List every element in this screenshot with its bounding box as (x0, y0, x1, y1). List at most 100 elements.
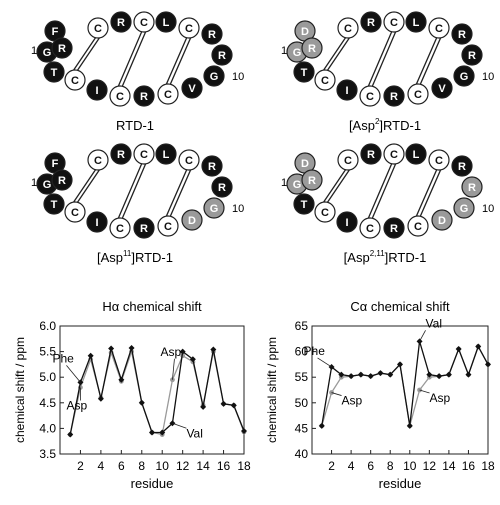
y-axis-label: chemical shift / ppm (265, 337, 279, 443)
residue-letter: R (140, 91, 148, 103)
x-tick-label: 6 (118, 459, 125, 473)
residue-letter: R (468, 182, 476, 194)
peptide-label: [Asp2]RTD-1 (349, 117, 421, 133)
data-point (485, 361, 491, 368)
residue-circle (43, 61, 65, 83)
chart-h-alpha: Hα chemical shift residue chemical shift… (13, 299, 251, 491)
residue-circle (337, 149, 359, 171)
y-tick-label: 3.5 (39, 447, 56, 461)
annotation-leader (419, 330, 426, 342)
x-tick-label: 12 (423, 459, 437, 473)
residue-letter: C (414, 89, 422, 101)
residue-circle (201, 23, 223, 45)
annotation-label: Asp (160, 345, 181, 359)
peptide-label: RTD-1 (116, 118, 154, 133)
residue-letter: C (94, 155, 102, 167)
plot-frame (311, 325, 489, 455)
peptide-label-main: [Asp (349, 118, 375, 133)
residue-circle (428, 149, 450, 171)
residue-circle (431, 77, 453, 99)
residue-letter: F (52, 26, 59, 38)
y-tick-label: 6.0 (39, 319, 56, 333)
residue-letter: V (188, 83, 196, 95)
data-point (128, 345, 135, 352)
residue-circle (383, 11, 405, 33)
residue-letter: C (366, 91, 374, 103)
y-tick-label: 5.5 (39, 345, 56, 359)
residue-circle (203, 197, 225, 219)
plot-frame (59, 325, 245, 455)
peptide-label-main: [Asp (344, 250, 370, 265)
residue-letter: R (117, 17, 125, 29)
disulfide-bond (117, 162, 143, 220)
peptide-label-rest: ]RTD-1 (379, 118, 421, 133)
disulfide-bond (76, 168, 101, 204)
residue-letter: D (188, 215, 196, 227)
chart-title: Hα chemical shift (102, 299, 202, 314)
residue-letter: C (94, 23, 102, 35)
residue-letter: R (218, 182, 226, 194)
residue-letter: I (345, 217, 348, 229)
y-tick-label: 65 (295, 319, 309, 333)
disulfide-bond (169, 36, 192, 86)
residue-circle (178, 149, 200, 171)
disulfide-bond (367, 162, 393, 220)
annotation-label: Val (186, 426, 202, 440)
residue-letter: C (116, 91, 124, 103)
data-point (67, 431, 74, 438)
residue-letter: C (344, 155, 352, 167)
residue-circle (383, 143, 405, 165)
residue-letter: L (163, 17, 170, 29)
disulfide-bond (415, 36, 438, 86)
series-line (321, 344, 489, 427)
residue-letter: L (413, 17, 420, 29)
disulfide-bond (371, 30, 397, 88)
x-tick-label: 12 (176, 459, 190, 473)
residue-letter: C (435, 155, 443, 167)
residue-number-10: 10 (482, 203, 494, 215)
y-tick-label: 55 (295, 370, 309, 384)
disulfide-bond (169, 168, 192, 218)
residue-letter: G (210, 203, 219, 215)
residue-circle (337, 17, 359, 39)
residue-letter: R (468, 50, 476, 62)
residue-circle (86, 211, 108, 233)
series-line (321, 341, 489, 426)
residue-circle (155, 11, 177, 33)
disulfide-bond (121, 162, 147, 220)
residue-letter: C (366, 223, 374, 235)
residue-letter: C (185, 23, 193, 35)
residue-circle (51, 169, 73, 191)
annotation-label: Asp (430, 391, 451, 405)
residue-letter: C (390, 17, 398, 29)
disulfide-bond (165, 168, 188, 218)
residue-letter: R (117, 149, 125, 161)
residue-circle (181, 77, 203, 99)
x-axis-label: residue (131, 476, 174, 491)
disulfide-bond (322, 36, 347, 72)
residue-letter: C (185, 155, 193, 167)
data-point (138, 399, 145, 406)
x-tick-label: 10 (156, 459, 170, 473)
residue-letter: I (95, 85, 98, 97)
residue-circle (157, 215, 179, 237)
disulfide-bond (326, 36, 351, 72)
residue-circle (109, 85, 131, 107)
x-tick-label: 18 (481, 459, 495, 473)
annotation-label: Asp (66, 398, 87, 412)
residue-letter: D (438, 215, 446, 227)
y-tick-label: 60 (295, 345, 309, 359)
data-point (436, 373, 443, 380)
residue-number-10: 10 (482, 71, 494, 83)
residue-circle (431, 209, 453, 231)
x-tick-label: 2 (328, 459, 335, 473)
residue-letter: C (140, 17, 148, 29)
residue-letter: F (52, 158, 59, 170)
x-tick-label: 4 (348, 459, 355, 473)
residue-letter: R (218, 50, 226, 62)
data-point (387, 371, 394, 378)
